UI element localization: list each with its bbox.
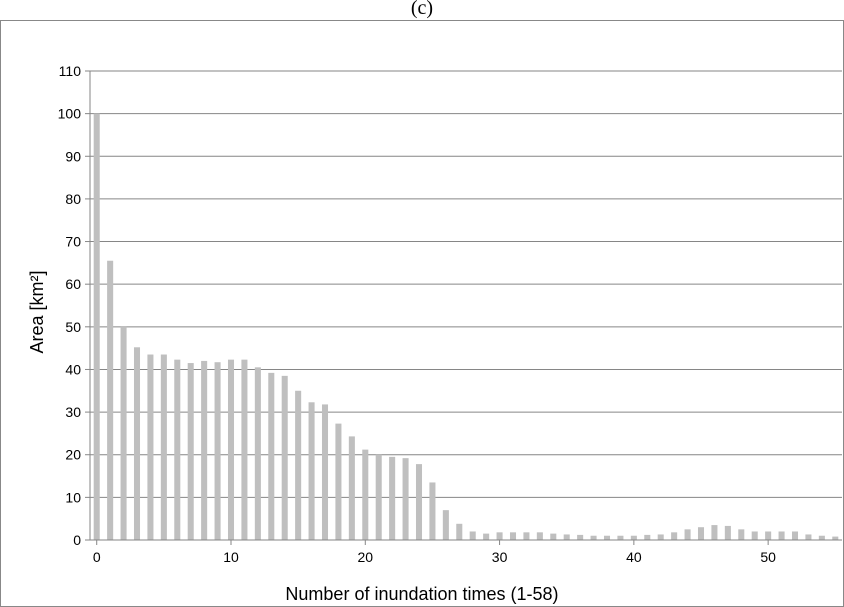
bar (241, 359, 248, 540)
bar (751, 531, 758, 540)
bar (711, 525, 718, 540)
bar (415, 464, 423, 540)
y-tick-label: 20 (65, 447, 81, 463)
bar (805, 534, 812, 540)
bar (818, 535, 825, 540)
bar (187, 363, 194, 540)
x-tick-labels: 0 10 20 30 40 50 (93, 549, 776, 565)
bar (295, 390, 302, 540)
x-tick-label: 40 (626, 549, 642, 565)
bar (389, 456, 396, 540)
bar (724, 525, 731, 540)
bar (429, 482, 436, 540)
y-tick-label: 110 (59, 63, 82, 79)
bar (523, 532, 530, 540)
bar (160, 354, 167, 540)
bar (268, 372, 275, 540)
gridlines (85, 70, 842, 541)
bar (509, 532, 517, 540)
bar (550, 533, 557, 540)
bar (147, 354, 154, 540)
bar (174, 359, 181, 540)
y-tick-label: 100 (58, 106, 82, 122)
bar (630, 535, 637, 540)
bar (469, 531, 476, 540)
bar (791, 531, 799, 540)
bar (442, 510, 449, 540)
y-tick-label: 0 (73, 532, 81, 548)
bar (107, 260, 114, 540)
bar (738, 529, 745, 540)
y-tick-label: 70 (65, 234, 81, 250)
y-tick-labels: 0 10 20 30 40 50 60 70 80 90 100 110 (58, 63, 82, 548)
bar (362, 449, 369, 540)
y-tick-label: 30 (65, 404, 81, 420)
y-tick-label: 10 (65, 489, 81, 505)
x-tick-label: 10 (223, 549, 239, 565)
x-tick-label: 20 (357, 549, 373, 565)
y-tick-label: 90 (65, 148, 81, 164)
bar (335, 423, 342, 540)
bar (120, 326, 127, 540)
y-tick-label: 40 (65, 361, 81, 377)
bar (483, 533, 490, 540)
bar (590, 535, 597, 540)
bar (603, 535, 611, 540)
y-tick-label: 60 (65, 276, 81, 292)
bar (227, 359, 235, 540)
bar (375, 454, 382, 540)
x-tick-label: 50 (760, 549, 776, 565)
bar (765, 531, 772, 540)
y-tick-label: 80 (65, 191, 81, 207)
bar (133, 347, 141, 540)
bar (697, 527, 705, 540)
x-tick-label: 30 (492, 549, 508, 565)
bar (563, 534, 570, 540)
bar (644, 534, 651, 540)
bar (254, 367, 261, 540)
bar (456, 523, 463, 540)
bar (281, 375, 288, 540)
bar (536, 532, 543, 540)
x-tick-label: 0 (93, 549, 101, 565)
bar (657, 534, 664, 540)
bar (348, 436, 355, 540)
bar (577, 534, 584, 540)
bar (402, 458, 409, 540)
bar (308, 402, 315, 540)
bar (832, 536, 839, 540)
bar (778, 531, 785, 540)
x-axis-label: Number of inundation times (1-58) (285, 584, 558, 604)
bar (214, 362, 221, 540)
y-tick-label: 50 (65, 319, 81, 335)
axes (89, 71, 842, 545)
bar (496, 532, 503, 540)
bar (93, 113, 100, 541)
bar (201, 360, 208, 540)
y-axis-label: Area [km²] (27, 270, 47, 353)
bar (617, 535, 624, 540)
chart-title: (c) (411, 0, 433, 19)
bar (684, 529, 691, 540)
bars (93, 113, 839, 541)
bar (671, 532, 678, 540)
bar (321, 404, 329, 540)
